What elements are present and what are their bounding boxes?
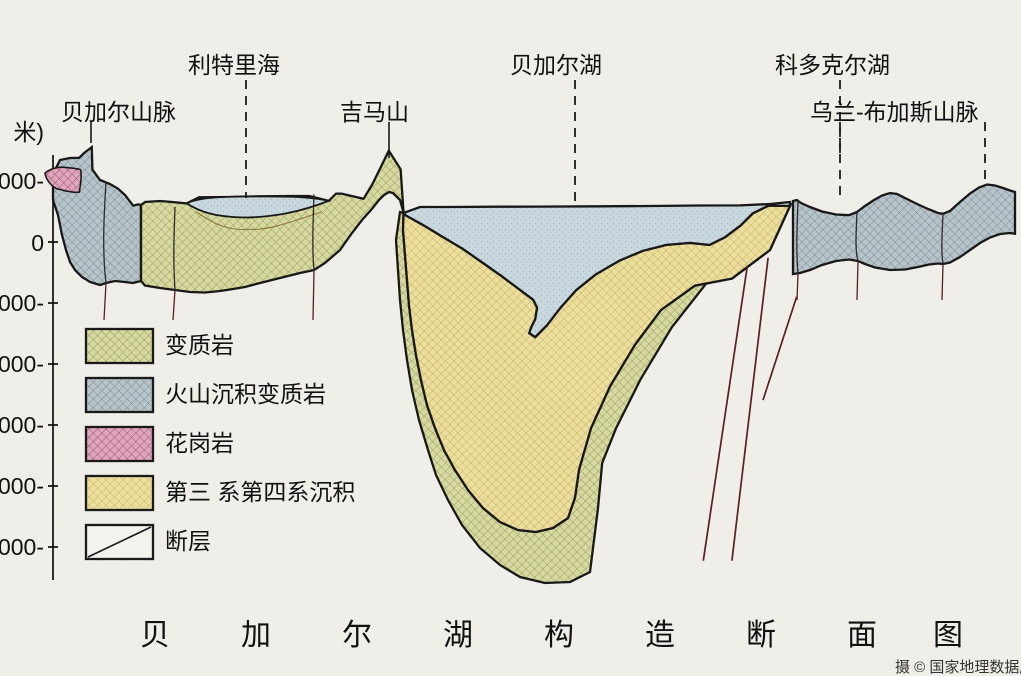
svg-text:尔: 尔: [342, 619, 372, 652]
svg-text:贝: 贝: [140, 619, 170, 652]
svg-text:面: 面: [847, 619, 877, 652]
svg-text:利特里海: 利特里海: [188, 52, 280, 78]
svg-text:000-: 000-: [0, 473, 44, 499]
svg-text:火山沉积变质岩: 火山沉积变质岩: [165, 381, 326, 407]
svg-text:花岗岩: 花岗岩: [165, 430, 234, 456]
svg-text:第三 系第四系沉积: 第三 系第四系沉积: [165, 479, 355, 505]
svg-text:湖: 湖: [443, 619, 473, 652]
svg-text:000-: 000-: [0, 412, 44, 438]
svg-text:乌兰-布加斯山脉: 乌兰-布加斯山脉: [810, 99, 979, 125]
svg-text:0: 0: [31, 230, 44, 256]
svg-text:构: 构: [544, 619, 574, 652]
svg-text:贝加尔山脉: 贝加尔山脉: [61, 99, 176, 125]
svg-text:贝加尔湖: 贝加尔湖: [510, 52, 602, 78]
svg-text:吉马山: 吉马山: [340, 99, 409, 125]
svg-text:造: 造: [645, 619, 675, 652]
svg-text:000-: 000-: [0, 351, 44, 377]
svg-text:变质岩: 变质岩: [165, 332, 234, 358]
svg-text:000-: 000-: [0, 290, 44, 316]
svg-text:000-: 000-: [0, 534, 44, 560]
svg-text:米): 米): [13, 119, 44, 145]
svg-text:科多克尔湖: 科多克尔湖: [775, 52, 890, 78]
svg-text:断层: 断层: [165, 528, 211, 554]
svg-text:图: 图: [933, 619, 963, 652]
svg-text:摄 © 国家地理数据库: 摄 © 国家地理数据库: [895, 659, 1021, 676]
svg-text:断: 断: [746, 619, 776, 652]
svg-text:加: 加: [241, 619, 271, 652]
svg-text:000-: 000-: [0, 168, 44, 194]
